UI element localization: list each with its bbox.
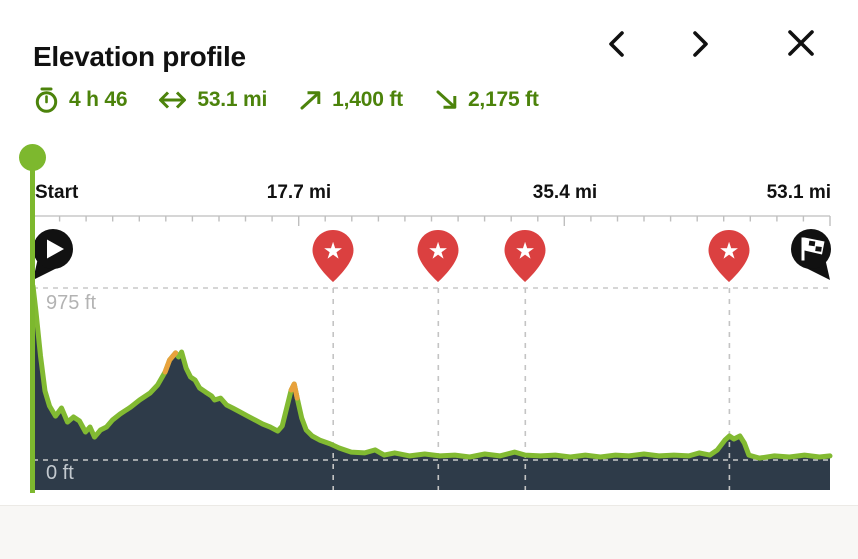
descent-arrow-icon [436,90,457,109]
svg-text:★: ★ [323,239,344,265]
distance-axis [33,215,831,226]
descent-value: 2,175 ft [467,88,539,111]
previous-button[interactable] [600,28,634,60]
finish-flag-icon [791,229,831,280]
y-gridline-label-bottom: 0 ft [46,462,74,484]
x-tick-label-2: 35.4 mi [532,182,598,203]
elevation-chart-canvas[interactable] [0,280,858,505]
chevron-right-icon [693,31,708,57]
star-icon: ★ [708,230,750,282]
current-position-line[interactable] [30,157,35,493]
svg-text:★: ★ [719,239,740,265]
stat-descent: 2,175 ft [433,88,539,112]
svg-text:★: ★ [428,239,449,265]
x-tick-label-end: 53.1 mi [766,182,831,203]
stat-distance: 53.1 mi [157,88,267,112]
star-icon: ★ [312,230,354,282]
highlight-pin-4[interactable]: ★ [707,229,753,283]
y-gridline-label-top: 975 ft [46,292,97,314]
close-icon [788,30,814,56]
tour-stats-row: 4 h 46 53.1 mi 1,400 ft 2,175 ft [33,86,539,114]
highlight-pin-3[interactable]: ★ [503,229,549,283]
highlight-pin-2[interactable]: ★ [416,229,462,283]
play-icon [33,229,73,280]
chevron-left-icon [609,31,624,57]
svg-text:★: ★ [515,239,536,265]
x-tick-label-1: 17.7 mi [266,182,332,203]
distance-arrows-icon [159,91,187,109]
close-button[interactable] [784,26,818,58]
stat-ascent: 1,400 ft [297,88,403,112]
highlight-pin-1[interactable]: ★ [311,229,357,283]
bottom-strip [0,505,858,559]
ascent-value: 1,400 ft [332,88,403,111]
finish-pin[interactable] [788,228,834,282]
star-icon: ★ [504,230,546,282]
page-title: Elevation profile [33,40,246,72]
stopwatch-icon [35,87,58,113]
current-position-handle[interactable] [19,144,46,171]
star-icon: ★ [417,230,459,282]
distance-value: 53.1 mi [197,88,268,111]
start-pin[interactable] [29,228,75,282]
x-tick-label-start: Start [35,182,79,203]
ascent-arrow-icon [300,91,321,110]
next-button[interactable] [683,28,717,60]
stat-duration: 4 h 46 [33,86,128,114]
duration-value: 4 h 46 [69,88,128,111]
